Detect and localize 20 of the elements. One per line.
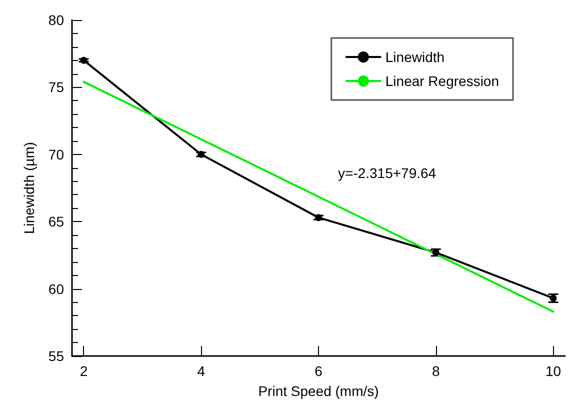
point — [198, 150, 205, 158]
y-tick-label: 70 — [48, 146, 64, 162]
annotation: y=-2.315+79.64 — [338, 165, 436, 181]
point — [432, 249, 440, 256]
x-tick-label: 10 — [545, 363, 562, 379]
y-tick-label: 65 — [48, 214, 64, 230]
x-tick-label: 2 — [80, 363, 88, 379]
x-tick-label: 4 — [197, 363, 206, 379]
y-axis-title: Linewidth (µm) — [21, 142, 37, 234]
point — [315, 214, 322, 222]
legend-label: Linear Regression — [385, 73, 500, 89]
x-tick-label: 6 — [314, 363, 323, 379]
y-tick-label: 75 — [48, 79, 64, 96]
x-tick-label: 8 — [432, 363, 440, 379]
y-tick-label: 80 — [48, 12, 64, 28]
x-axis-title: Print Speed (mm/s) — [258, 383, 379, 399]
point — [550, 294, 557, 302]
y-tick-label: 60 — [48, 280, 64, 297]
legend-label: Linewidth — [385, 49, 445, 65]
y-tick-label: 55 — [48, 348, 64, 364]
